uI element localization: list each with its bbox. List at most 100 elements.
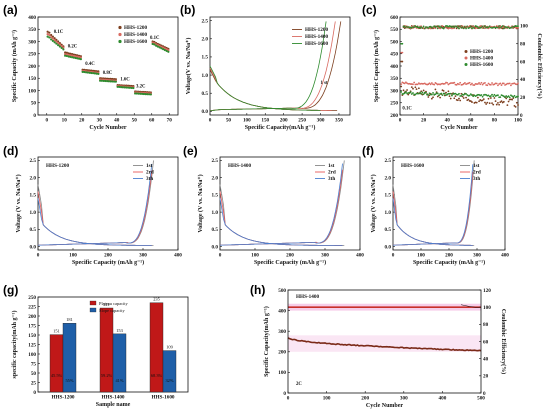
panel-letter: (d) [3, 144, 18, 158]
y-tick-label: 100 [28, 88, 36, 94]
capacity-point [485, 103, 488, 105]
y-tick-label: 1.0 [202, 73, 209, 79]
y-axis-label: Specific Capacity(mAh g⁻¹) [263, 306, 270, 377]
discharge-curve [392, 191, 473, 246]
capacity-point [420, 90, 423, 93]
bar [62, 323, 77, 393]
data-point [50, 38, 53, 41]
x-tick-label: 200 [280, 118, 288, 124]
data-point [65, 54, 68, 58]
bar-value-label: 235 [153, 297, 160, 302]
chart-g: 0 25 50 75 100 125 150 175 200 225 250 Sample name s… [3, 283, 189, 408]
y-tick-label: 225 [28, 304, 36, 310]
capacity-point [445, 91, 447, 94]
capacity-point [489, 83, 492, 86]
legend-marker [118, 25, 122, 30]
x-tick-label: 0 [45, 118, 48, 124]
capacity-point [471, 82, 473, 85]
panel-letter: (a) [3, 3, 18, 17]
rate-annotation: 0.8C [103, 71, 113, 76]
data-point [92, 72, 95, 75]
x-tick-label: HHS-1400 [101, 395, 124, 401]
capacity-point [406, 89, 408, 91]
capacity-point [513, 104, 516, 107]
capacity-point [425, 91, 427, 94]
capacity-point [507, 95, 510, 98]
ce-point [517, 26, 519, 29]
x-tick-label: HHS-1200 [51, 395, 74, 401]
data-point [78, 55, 81, 59]
capacity-point [481, 99, 484, 102]
capacity-point [461, 95, 464, 98]
y-tick-label: 1.5 [385, 193, 392, 199]
data-point [74, 55, 77, 58]
capacity-point [498, 103, 501, 106]
y-tick-label: 40 [520, 77, 526, 83]
rate-annotation: 3.2C [136, 85, 146, 90]
data-point [113, 80, 116, 83]
data-point [67, 55, 70, 58]
capacity-point [430, 82, 433, 84]
ce-point [401, 42, 404, 45]
capacity-point [500, 84, 503, 86]
data-point [163, 48, 166, 52]
legend-label: HHS-1400 [305, 34, 328, 40]
charge-curve [392, 164, 474, 246]
data-point [74, 56, 77, 60]
data-point [88, 71, 91, 74]
capacity-band [288, 335, 481, 352]
data-point [134, 92, 137, 95]
charge-curve [37, 163, 153, 246]
capacity-point [415, 88, 418, 91]
rate-annotation: 0.1C [150, 36, 160, 41]
data-point [93, 72, 96, 75]
ce-point [465, 27, 467, 30]
capacity-point [438, 94, 440, 97]
x-tick-label: 20 [79, 118, 85, 124]
data-point [50, 36, 53, 39]
data-point [100, 79, 103, 82]
bar [112, 333, 127, 393]
data-point [128, 86, 131, 89]
data-point [125, 86, 128, 89]
ce-point [458, 27, 460, 30]
y-tick-label: 250 [28, 52, 36, 58]
data-point [160, 47, 163, 50]
data-point [167, 50, 170, 53]
data-point [48, 31, 51, 34]
capacity-point [467, 98, 470, 101]
data-point [46, 35, 49, 38]
x-tick-label: 200 [361, 396, 369, 402]
data-point [53, 41, 56, 44]
x-tick-label: 0 [392, 253, 395, 259]
y-tick-label: 1.5 [212, 193, 219, 199]
capacity-point [480, 81, 483, 84]
data-point [48, 36, 51, 39]
chart-f: 0 100 200 300 400 0.0 0.5 1.0 1.5 2.0 2.5 Specific … [362, 144, 509, 266]
capacity-point [508, 82, 511, 85]
capacity-point [451, 94, 453, 97]
legend-swatch [89, 300, 97, 306]
data-point [109, 80, 112, 83]
y-tick-label: 175 [28, 323, 36, 329]
x-tick-label: 60 [149, 118, 155, 124]
capacity-point [487, 82, 490, 85]
charge-curve [219, 163, 343, 246]
capacity-point [492, 95, 495, 98]
data-point [137, 92, 140, 95]
capacity-point [432, 96, 434, 99]
legend-marker [464, 63, 468, 66]
capacity-point [480, 94, 483, 96]
data-point [78, 57, 81, 60]
y-tick-label: 0.0 [30, 244, 37, 250]
charge-curve [219, 169, 343, 246]
data-point [53, 37, 56, 40]
data-point [99, 79, 102, 82]
chart-h: 0 100 200 300 400 500010020030040050002040608… [250, 283, 507, 409]
data-point [139, 92, 142, 95]
panel-letter: (f) [362, 144, 374, 158]
y-tick-label: 20 [520, 95, 526, 101]
x-tick-label: 0 [399, 118, 402, 124]
x-tick-label: 200 [445, 253, 453, 259]
legend-label: HHS-1600 [124, 39, 147, 45]
